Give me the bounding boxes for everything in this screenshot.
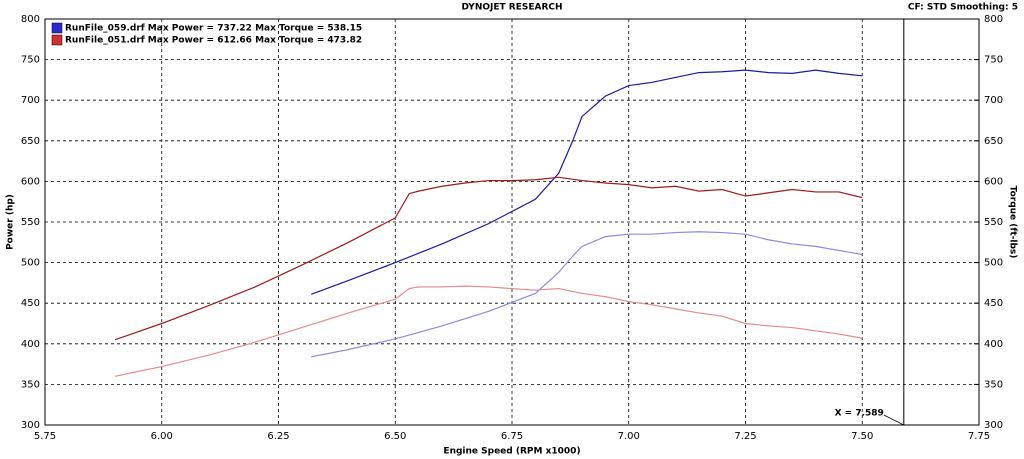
x-tick-label: 7.75: [968, 431, 990, 442]
y2-tick-label: 800: [984, 14, 1003, 25]
y2-tick-label: 500: [984, 258, 1003, 269]
y2-axis-label: Torque (ft-lbs): [1008, 186, 1018, 259]
x-tick-label: 7.25: [734, 431, 756, 442]
x-tick-label: 7.50: [851, 431, 873, 442]
y-tick-label: 750: [21, 55, 40, 66]
legend-label: RunFile_059.drf Max Power = 737.22 Max T…: [65, 24, 362, 34]
y2-tick-label: 450: [984, 298, 1003, 309]
cursor-pointer: [883, 414, 904, 426]
x-tick-label: 5.75: [34, 431, 56, 442]
y-tick-label: 500: [21, 258, 40, 269]
y2-tick-label: 300: [984, 420, 1003, 431]
chart-title: DYNOJET RESEARCH: [461, 3, 562, 13]
cursor-label: X = 7.589: [835, 409, 884, 419]
y-tick-label: 600: [21, 176, 40, 187]
y2-tick-label: 550: [984, 217, 1003, 228]
y2-tick-label: 650: [984, 136, 1003, 147]
x-axis-label: Engine Speed (RPM x1000): [443, 447, 580, 457]
y2-tick-label: 750: [984, 55, 1003, 66]
y2-tick-label: 400: [984, 339, 1003, 350]
y2-tick-label: 600: [984, 176, 1003, 187]
series-line: [114, 176, 863, 341]
legend-swatch: [51, 22, 63, 34]
series-line: [310, 69, 863, 295]
y-axis-label: Power (hp): [6, 194, 16, 250]
y2-tick-label: 700: [984, 95, 1003, 106]
y-tick-label: 700: [21, 95, 40, 106]
x-tick-label: 6.00: [151, 431, 173, 442]
y-tick-label: 350: [21, 379, 40, 390]
x-tick-label: 6.75: [501, 431, 523, 442]
x-tick-label: 6.50: [384, 431, 406, 442]
y-tick-label: 550: [21, 217, 40, 228]
y2-tick-label: 350: [984, 379, 1003, 390]
y-tick-label: 800: [21, 14, 40, 25]
chart-subtitle: CF: STD Smoothing: 5: [908, 3, 1018, 13]
legend-swatch: [51, 34, 63, 46]
y-tick-label: 650: [21, 136, 40, 147]
y-tick-label: 400: [21, 339, 40, 350]
legend-label: RunFile_051.drf Max Power = 612.66 Max T…: [65, 36, 362, 46]
y-tick-label: 450: [21, 298, 40, 309]
x-tick-label: 7.00: [618, 431, 640, 442]
x-tick-label: 6.25: [267, 431, 289, 442]
series-line: [311, 231, 863, 358]
series-line: [114, 285, 863, 377]
y-tick-label: 300: [21, 420, 40, 431]
